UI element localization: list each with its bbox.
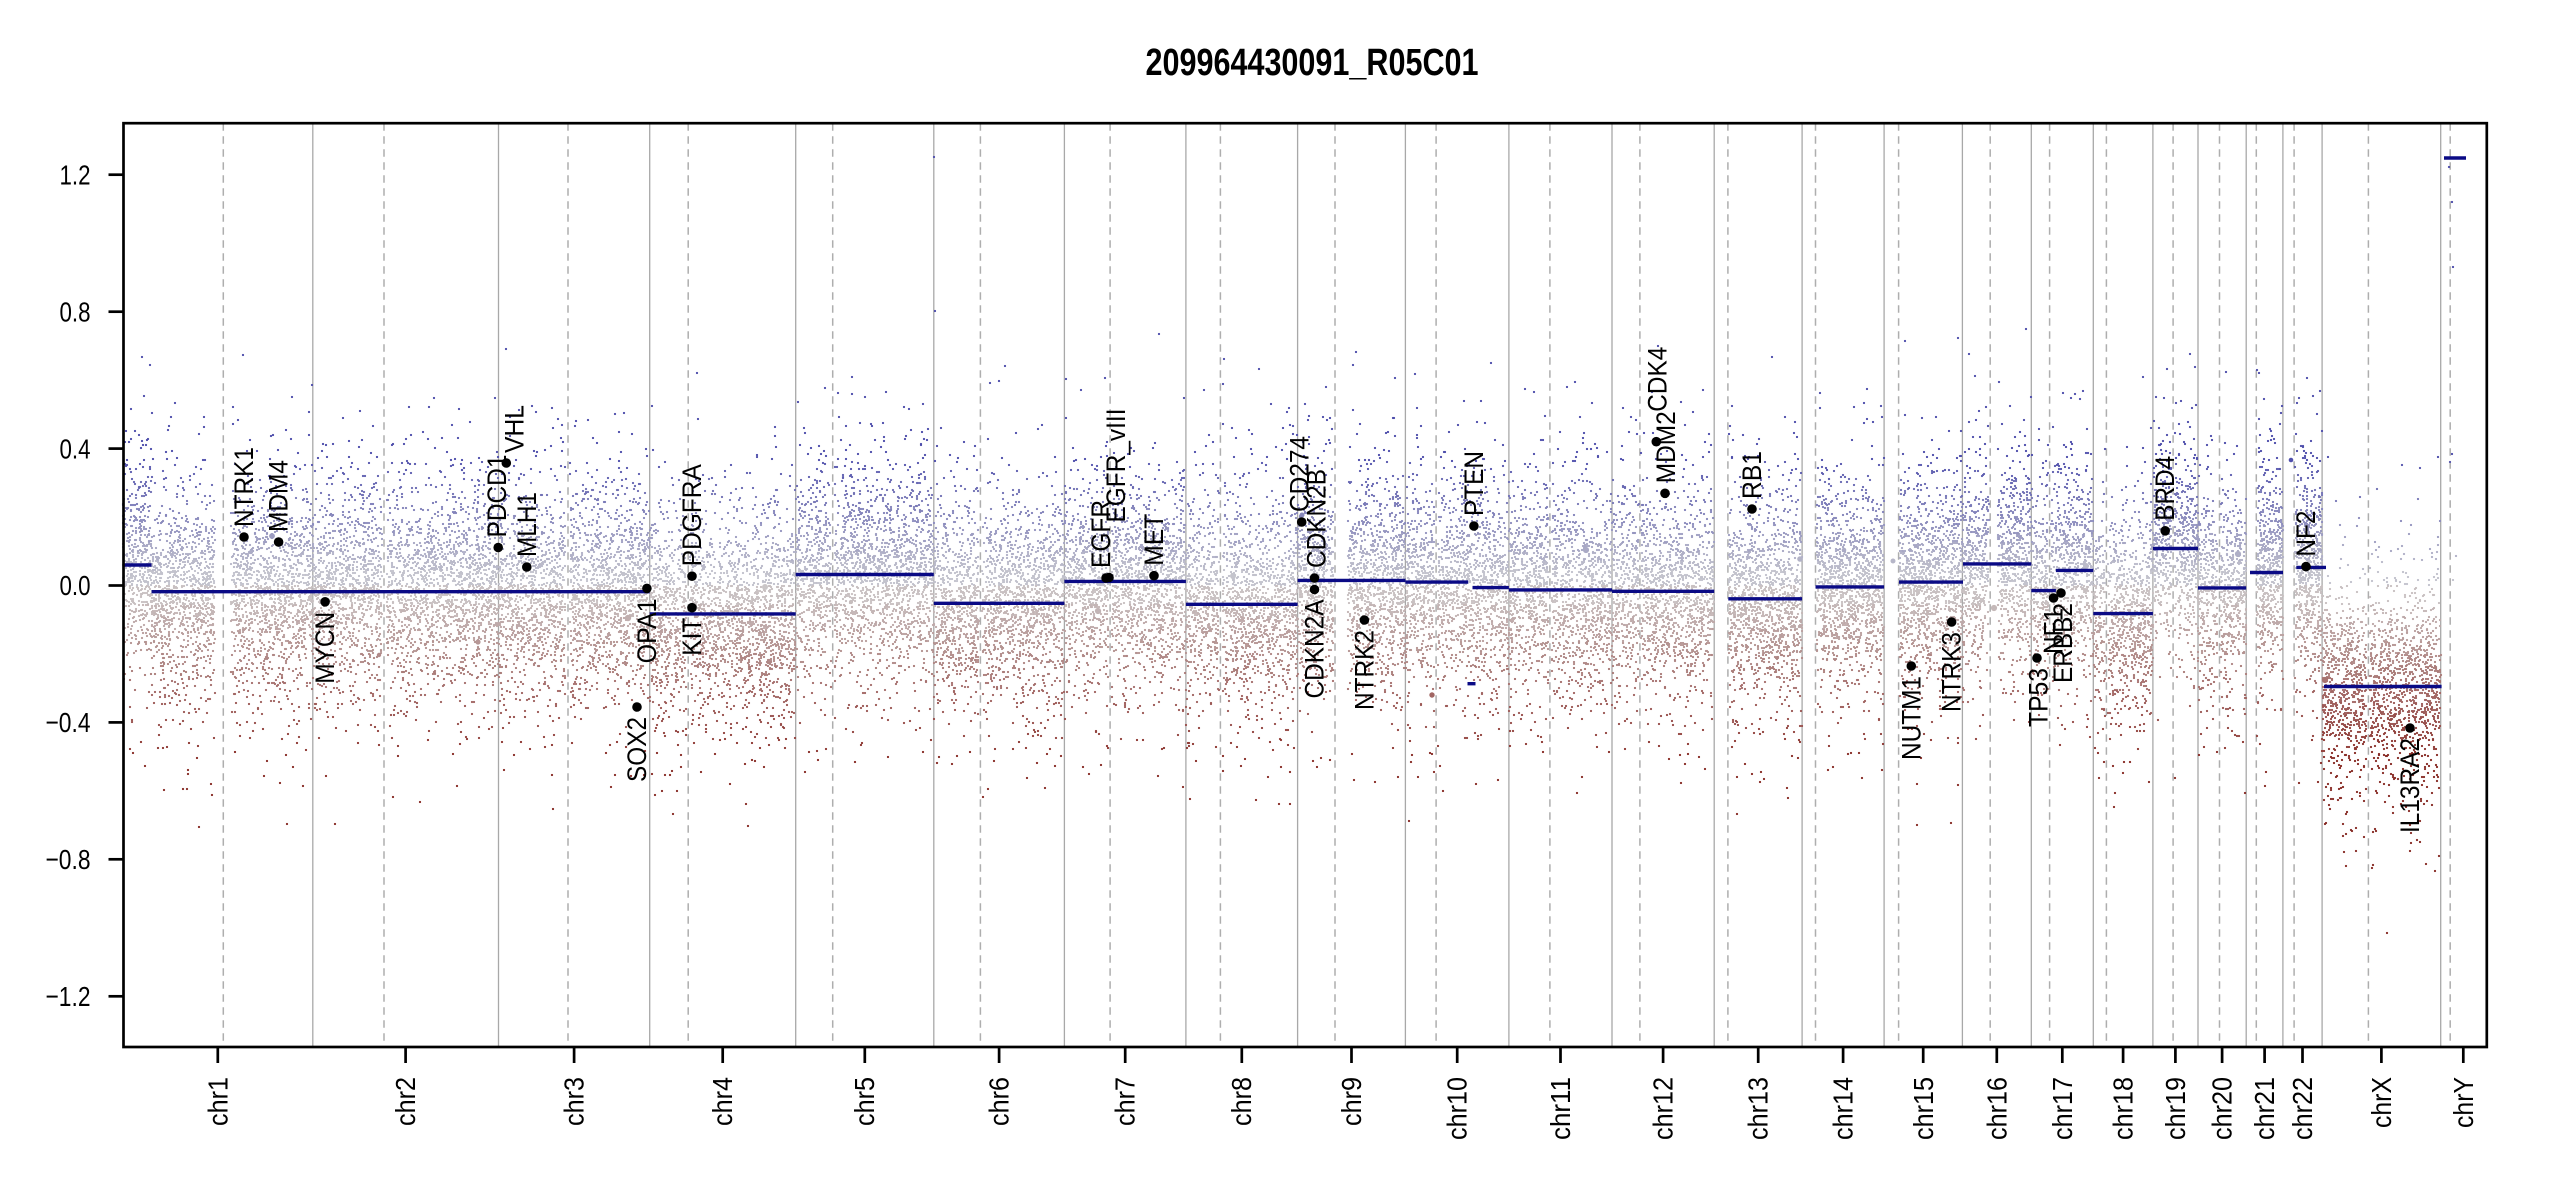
svg-text:MDM2: MDM2 (1651, 411, 1681, 483)
svg-text:chr8: chr8 (1226, 1077, 1257, 1126)
svg-text:−0.8: −0.8 (46, 844, 91, 875)
svg-text:chr10: chr10 (1442, 1077, 1473, 1140)
svg-text:chr9: chr9 (1336, 1077, 1367, 1126)
svg-text:ERBB2: ERBB2 (2048, 603, 2078, 683)
svg-text:MYCN: MYCN (310, 612, 340, 684)
svg-text:chr11: chr11 (1545, 1077, 1576, 1140)
svg-text:chr14: chr14 (1828, 1077, 1859, 1140)
svg-text:chr17: chr17 (2047, 1077, 2078, 1140)
svg-text:CDKN2B: CDKN2B (1302, 469, 1332, 568)
svg-text:CDKN2A: CDKN2A (1300, 599, 1330, 698)
svg-text:KIT: KIT (677, 618, 707, 656)
svg-text:VHL: VHL (499, 405, 529, 453)
svg-text:NF1: NF1 (2039, 608, 2069, 654)
svg-text:1.2: 1.2 (60, 159, 91, 190)
svg-text:CDK4: CDK4 (1642, 347, 1672, 412)
svg-text:PTEN: PTEN (1459, 451, 1489, 516)
svg-text:chrY: chrY (2448, 1077, 2479, 1128)
svg-text:chr7: chr7 (1110, 1077, 1141, 1126)
svg-text:PDGFRA: PDGFRA (677, 464, 707, 566)
svg-text:EGFR_vIII: EGFR_vIII (1101, 409, 1131, 523)
svg-text:RB1: RB1 (1737, 451, 1767, 499)
svg-text:NTRK2: NTRK2 (1349, 630, 1379, 710)
svg-text:chr16: chr16 (1981, 1077, 2012, 1140)
svg-text:BRD4: BRD4 (2150, 456, 2180, 521)
svg-text:NTRK1: NTRK1 (229, 447, 259, 527)
svg-text:209964430091_R05C01: 209964430091_R05C01 (1146, 42, 1479, 84)
svg-text:0.8: 0.8 (60, 296, 91, 327)
svg-text:chr12: chr12 (1648, 1077, 1679, 1140)
svg-text:MET: MET (1139, 514, 1169, 566)
svg-text:TP53: TP53 (2024, 668, 2054, 727)
svg-text:chr2: chr2 (390, 1077, 421, 1126)
svg-text:PDCD1: PDCD1 (482, 455, 512, 538)
svg-text:0.0: 0.0 (60, 570, 91, 601)
svg-text:−0.4: −0.4 (46, 707, 91, 738)
svg-text:chr1: chr1 (202, 1077, 233, 1126)
svg-text:NF2: NF2 (2291, 511, 2321, 557)
svg-text:chr22: chr22 (2287, 1077, 2318, 1140)
svg-text:CD274: CD274 (1285, 436, 1315, 512)
svg-text:MLH1: MLH1 (512, 492, 542, 557)
svg-text:chr15: chr15 (1908, 1077, 1939, 1140)
svg-text:NUTM1: NUTM1 (1896, 676, 1926, 760)
svg-text:chr3: chr3 (559, 1077, 590, 1126)
svg-text:SOX2: SOX2 (622, 717, 652, 782)
svg-text:chr20: chr20 (2207, 1077, 2238, 1140)
svg-text:chr4: chr4 (707, 1077, 738, 1126)
svg-text:0.4: 0.4 (60, 433, 91, 464)
svg-text:−1.2: −1.2 (46, 981, 91, 1012)
svg-text:chr18: chr18 (2108, 1077, 2139, 1140)
svg-text:chrX: chrX (2366, 1077, 2397, 1128)
svg-text:chr6: chr6 (984, 1077, 1015, 1126)
svg-text:chr5: chr5 (849, 1077, 880, 1126)
svg-text:EGFR: EGFR (1086, 500, 1116, 568)
svg-text:IL13RA2: IL13RA2 (2395, 738, 2425, 833)
svg-text:chr19: chr19 (2160, 1077, 2191, 1140)
svg-text:chr13: chr13 (1743, 1077, 1774, 1140)
svg-text:chr21: chr21 (2249, 1077, 2280, 1140)
svg-text:NTRK3: NTRK3 (1937, 632, 1967, 712)
svg-text:OPA1: OPA1 (632, 598, 662, 663)
svg-text:MDM4: MDM4 (264, 460, 294, 532)
